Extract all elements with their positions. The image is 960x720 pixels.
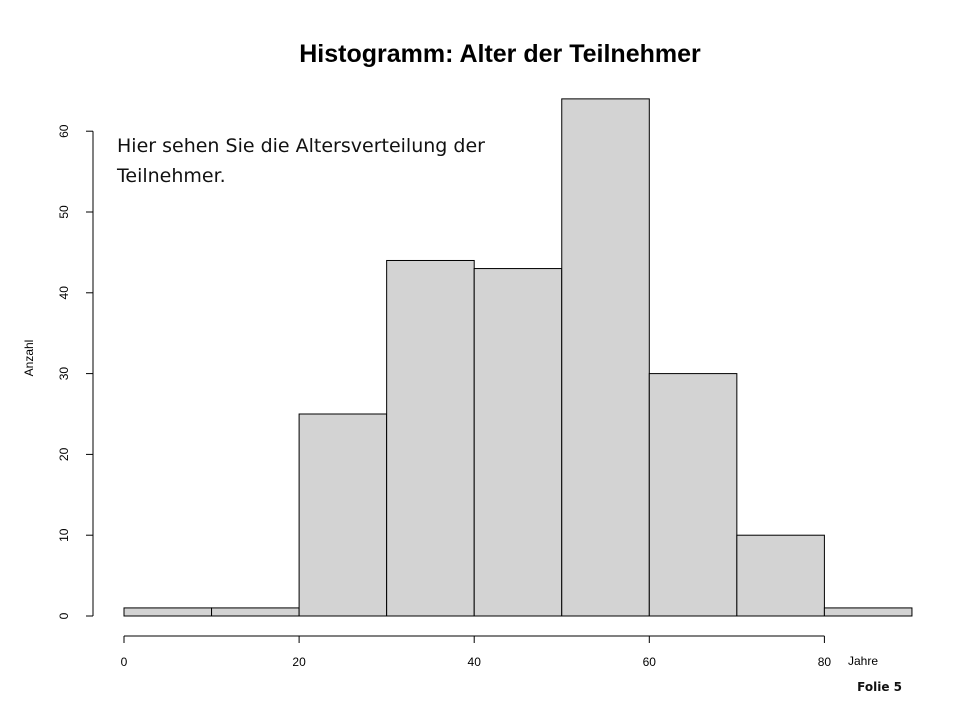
x-axis-label: Jahre: [848, 654, 878, 668]
y-tick-label: 0: [57, 612, 71, 619]
histogram-bar: [211, 607, 300, 617]
y-tick-label: 50: [57, 205, 71, 219]
y-tick-label: 60: [57, 124, 71, 138]
x-tick-label: 60: [643, 655, 657, 669]
histogram-bar: [473, 268, 563, 617]
y-tick-label: 40: [57, 286, 71, 300]
y-tick-label: 30: [57, 367, 71, 381]
histogram-bar: [823, 607, 913, 617]
slide-number: Folie 5: [857, 680, 902, 694]
y-tick-label: 10: [57, 528, 71, 542]
histogram-bar: [123, 607, 213, 617]
histogram-bar: [298, 413, 388, 617]
histogram-bar: [648, 373, 738, 617]
histogram-bar: [561, 98, 650, 617]
y-tick-label: 20: [57, 447, 71, 461]
annotation-text: Hier sehen Sie die Altersverteilung der …: [117, 135, 485, 187]
x-tick-label: 20: [292, 655, 306, 669]
chart-title: Histogramm: Alter der Teilnehmer: [299, 40, 701, 68]
histogram-bar: [736, 534, 825, 617]
x-tick-label: 40: [468, 655, 482, 669]
y-axis-label: Anzahl: [22, 340, 36, 377]
histogram-bar: [386, 259, 475, 617]
x-tick-label: 80: [818, 655, 832, 669]
x-tick-label: 0: [121, 655, 128, 669]
